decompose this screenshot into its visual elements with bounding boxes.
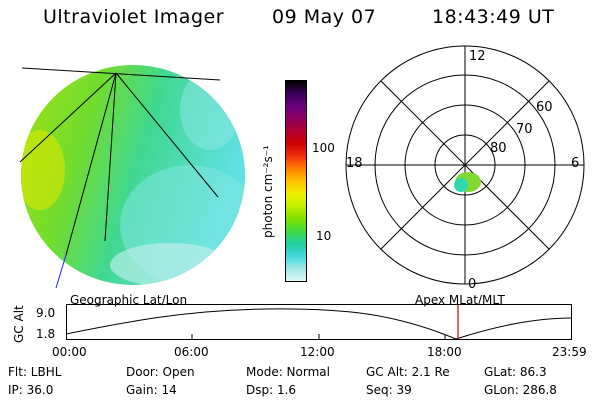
info-mode: Mode: Normal	[246, 365, 330, 379]
xtick-1200: 12:00	[300, 345, 335, 359]
info-dsp: Dsp: 1.6	[246, 383, 297, 397]
colorbar-tick-10: 10	[316, 229, 332, 243]
altitude-ytick-high: 9.0	[36, 306, 56, 320]
info-ip: IP: 36.0	[8, 383, 54, 397]
lat-70: 70	[516, 122, 533, 137]
altitude-plot	[66, 304, 572, 340]
colorbar-tick-100: 100	[312, 141, 335, 155]
colorbar	[285, 80, 307, 282]
info-gc-alt: GC Alt: 2.1 Re	[366, 365, 450, 379]
mlt-0: 0	[468, 277, 476, 292]
info-glon: GLon: 286.8	[484, 383, 557, 397]
mlt-6: 6	[571, 156, 579, 171]
xtick-0000: 00:00	[52, 345, 87, 359]
instrument-title: Ultraviolet Imager	[43, 6, 225, 28]
image-panel-title: Geographic Lat/Lon	[70, 293, 188, 307]
polar-panel-title: Apex MLat/MLT	[415, 293, 505, 307]
info-door: Door: Open	[126, 365, 195, 379]
xtick-2359: 23:59	[552, 345, 587, 359]
auroral-image-panel	[19, 65, 245, 289]
lat-60: 60	[536, 100, 553, 115]
colorbar-unit-label: photon cm⁻²s⁻¹	[261, 145, 275, 238]
altitude-ylabel: GC Alt	[12, 305, 26, 343]
xtick-1800: 18:00	[427, 345, 462, 359]
mlt-12: 12	[469, 49, 486, 64]
info-gain: Gain: 14	[126, 383, 177, 397]
info-seq: Seq: 39	[366, 383, 412, 397]
info-glat: GLat: 86.3	[484, 365, 547, 379]
info-flt: Flt: LBHL	[8, 365, 62, 379]
lat-lon-grid	[19, 67, 221, 256]
time-label: 18:43:49 UT	[432, 6, 555, 28]
date-label: 09 May 07	[272, 6, 377, 28]
altitude-ytick-low: 1.8	[36, 327, 56, 341]
mlt-18: 18	[346, 156, 363, 171]
xtick-0600: 06:00	[174, 345, 209, 359]
lat-80: 80	[490, 141, 507, 156]
polar-plot: 12 0 18 6 60 70 80	[345, 45, 585, 292]
